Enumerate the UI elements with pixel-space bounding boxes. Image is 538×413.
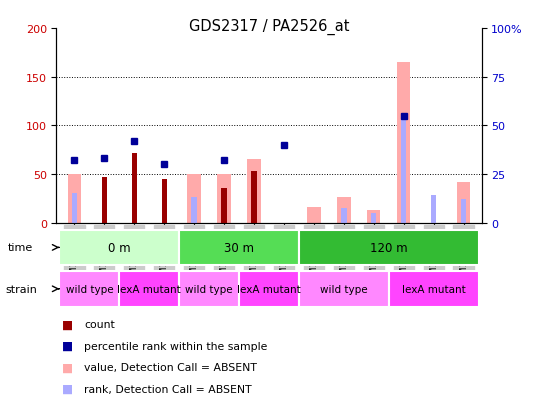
Text: lexA mutant: lexA mutant (117, 284, 181, 294)
Text: ■: ■ (62, 318, 73, 331)
Bar (299, 271, 389, 307)
Bar (457, 182, 470, 223)
Text: strain: strain (5, 284, 37, 294)
Bar (431, 196, 436, 223)
Bar (222, 188, 227, 223)
Bar (401, 118, 406, 223)
Bar (102, 178, 107, 223)
Bar (239, 271, 299, 307)
Text: 120 m: 120 m (370, 241, 408, 254)
Bar (397, 63, 410, 223)
Text: value, Detection Call = ABSENT: value, Detection Call = ABSENT (84, 362, 257, 372)
Text: 0 m: 0 m (108, 241, 131, 254)
Text: ■: ■ (62, 339, 73, 352)
Bar (371, 214, 377, 223)
Bar (307, 207, 321, 223)
Bar (251, 171, 257, 223)
Bar (337, 198, 351, 223)
Bar (72, 194, 77, 223)
Text: ■: ■ (62, 361, 73, 374)
Bar (217, 174, 231, 223)
Bar (132, 153, 137, 223)
Bar (187, 174, 201, 223)
Bar (461, 200, 466, 223)
Bar (179, 271, 239, 307)
Text: time: time (8, 243, 33, 253)
Bar (192, 198, 197, 223)
Text: ■: ■ (62, 382, 73, 395)
Text: lexA mutant: lexA mutant (237, 284, 301, 294)
Bar (119, 271, 179, 307)
Text: wild type: wild type (185, 284, 233, 294)
Text: lexA mutant: lexA mutant (402, 284, 465, 294)
Text: GDS2317 / PA2526_at: GDS2317 / PA2526_at (189, 19, 349, 35)
Text: percentile rank within the sample: percentile rank within the sample (84, 341, 268, 351)
Bar (389, 271, 478, 307)
Bar (68, 174, 81, 223)
Bar (367, 210, 380, 223)
Bar (161, 179, 167, 223)
Bar (341, 209, 346, 223)
Text: count: count (84, 319, 115, 329)
Bar (299, 230, 478, 266)
Text: wild type: wild type (66, 284, 113, 294)
Bar (60, 271, 119, 307)
Bar (247, 160, 261, 223)
Text: wild type: wild type (320, 284, 367, 294)
Bar (179, 230, 299, 266)
Text: 30 m: 30 m (224, 241, 254, 254)
Bar (60, 230, 179, 266)
Text: rank, Detection Call = ABSENT: rank, Detection Call = ABSENT (84, 384, 252, 394)
